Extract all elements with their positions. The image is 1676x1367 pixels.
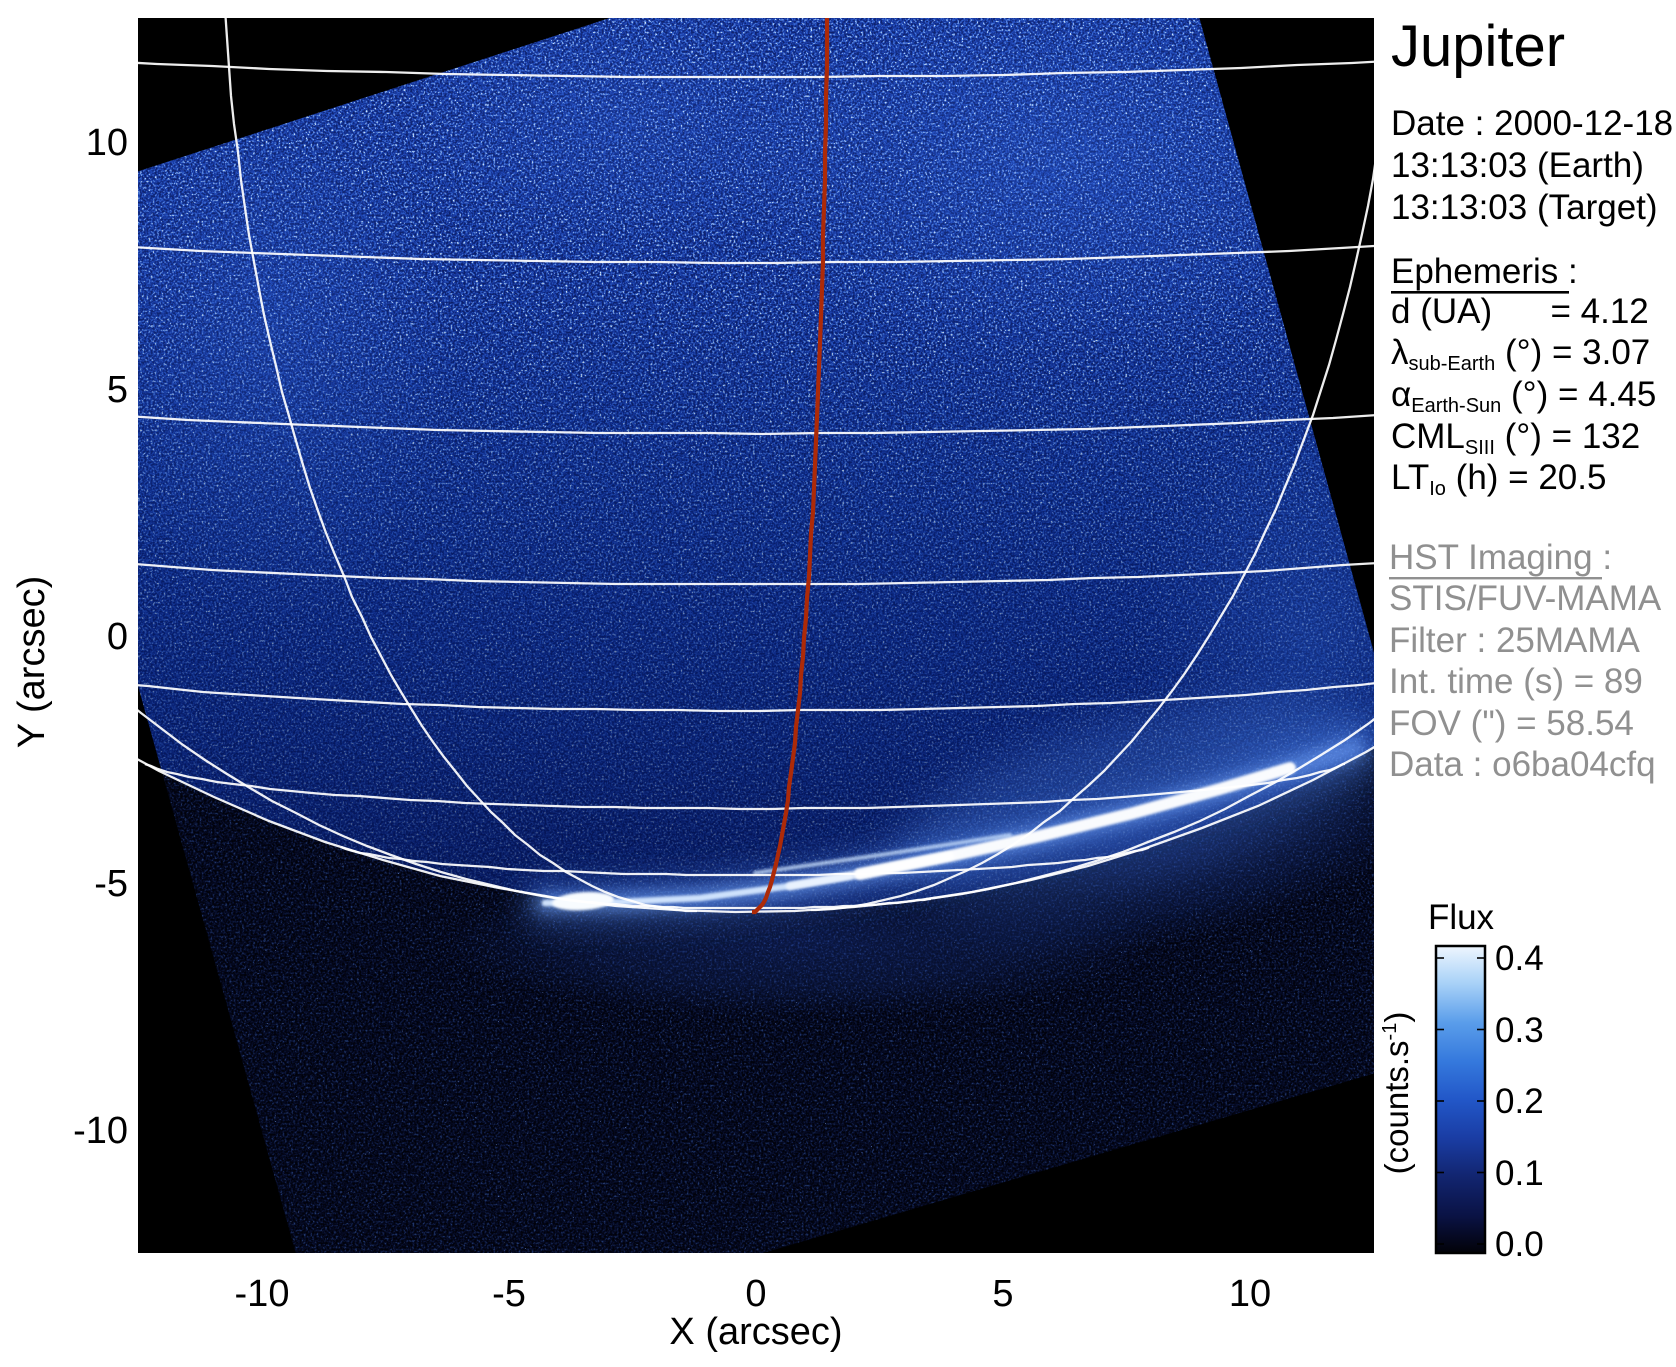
svg-text:-10: -10 (73, 1110, 128, 1152)
svg-text:5: 5 (992, 1273, 1013, 1315)
svg-text:0.4: 0.4 (1495, 939, 1544, 978)
svg-text:Data : o6ba04cfq: Data : o6ba04cfq (1389, 745, 1656, 784)
svg-text:CMLSIII (°) = 132: CMLSIII (°) = 132 (1391, 417, 1640, 459)
svg-text:0.3: 0.3 (1495, 1011, 1544, 1050)
svg-text:13:13:03 (Target): 13:13:03 (Target) (1391, 188, 1658, 227)
svg-text:0: 0 (107, 616, 128, 658)
svg-text:-5: -5 (492, 1273, 526, 1315)
svg-text:13:13:03 (Earth): 13:13:03 (Earth) (1391, 146, 1644, 185)
svg-text:0.2: 0.2 (1495, 1082, 1544, 1121)
svg-text:10: 10 (1229, 1273, 1271, 1315)
svg-text:FOV (") = 58.54: FOV (") = 58.54 (1389, 704, 1634, 743)
svg-text:Flux: Flux (1428, 898, 1495, 937)
svg-text:0: 0 (745, 1273, 766, 1315)
svg-text:0.1: 0.1 (1495, 1154, 1544, 1193)
svg-text:Date : 2000-12-18: Date : 2000-12-18 (1391, 104, 1673, 143)
svg-text:d (UA) = 4.12: d (UA) = 4.12 (1391, 292, 1649, 331)
svg-text:Ephemeris :: Ephemeris : (1391, 252, 1578, 291)
svg-text:STIS/FUV-MAMA: STIS/FUV-MAMA (1389, 579, 1662, 618)
svg-text:Jupiter: Jupiter (1391, 14, 1565, 79)
svg-text:-10: -10 (235, 1273, 290, 1315)
svg-text:-5: -5 (94, 863, 128, 905)
svg-text:0.0: 0.0 (1495, 1225, 1544, 1264)
svg-text:LTIo (h) = 20.5: LTIo (h) = 20.5 (1391, 458, 1606, 500)
svg-text:X (arcsec): X (arcsec) (669, 1311, 842, 1353)
svg-text:Int. time (s) = 89: Int. time (s) = 89 (1389, 662, 1643, 701)
svg-text:HST Imaging :: HST Imaging : (1389, 538, 1612, 577)
svg-text:10: 10 (86, 122, 128, 164)
svg-text:Y (arcsec): Y (arcsec) (11, 576, 53, 748)
svg-text:5: 5 (107, 369, 128, 411)
svg-text:Filter : 25MAMA: Filter : 25MAMA (1389, 621, 1641, 660)
